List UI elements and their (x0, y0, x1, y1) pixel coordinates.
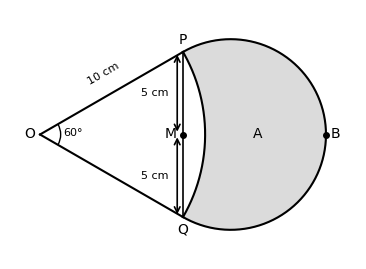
Text: B: B (331, 128, 340, 141)
Text: 5 cm: 5 cm (142, 88, 169, 98)
Text: O: O (24, 128, 35, 141)
Text: 5 cm: 5 cm (142, 171, 169, 181)
Polygon shape (183, 39, 326, 230)
Text: 60°: 60° (63, 128, 83, 138)
Text: M: M (164, 128, 176, 141)
Text: P: P (179, 33, 187, 47)
Text: 10 cm: 10 cm (86, 61, 121, 87)
Text: Q: Q (178, 222, 188, 236)
Text: A: A (253, 128, 262, 141)
